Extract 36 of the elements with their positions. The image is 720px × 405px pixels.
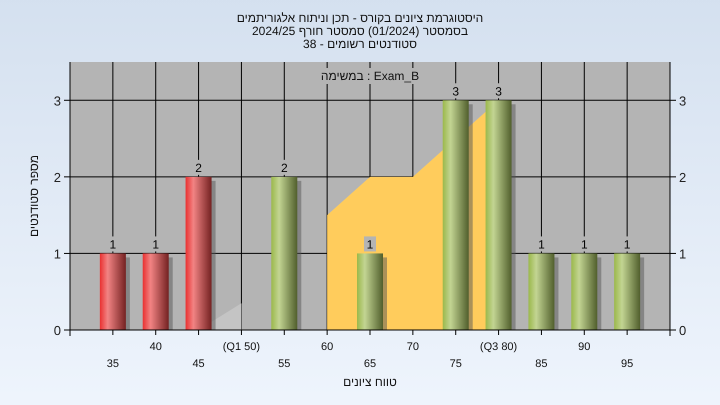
data-label: 3 <box>495 84 502 98</box>
data-label: 2 <box>280 160 288 175</box>
data-label: 1 <box>152 237 160 252</box>
y-tick-label: 3 <box>54 93 61 108</box>
x-tick-label: 70 <box>406 341 419 353</box>
data-label: 1 <box>366 237 374 252</box>
annotation: במשימה : Exam_B <box>320 69 420 83</box>
x-tick-label: 65 <box>364 358 376 370</box>
y-tick-label: 0 <box>54 323 61 338</box>
x-tick-label: 85 <box>535 358 548 370</box>
data-label: 1 <box>580 237 588 252</box>
x-axis-title: טווח ציונים <box>343 375 398 389</box>
x-tick-label: 40 <box>150 341 162 353</box>
chart-title: היסטוגרמת ציונים בקורס - תכן וניתוח אלגוריתמים <box>236 11 484 25</box>
x-tick-label: 95 <box>621 358 634 370</box>
x-tick-label: 75 <box>450 358 462 370</box>
x-tick-label: (Q1 50) <box>222 341 260 353</box>
y2-tick-label: 0 <box>679 323 686 338</box>
x-tick-label: 35 <box>106 358 119 370</box>
y-axis-title: מספר סטודנטים <box>27 154 41 238</box>
y-tick-label: 1 <box>54 246 61 262</box>
data-label: 3 <box>452 84 460 98</box>
chart-subtitle: בסמסטר (01/2024) סמסטר חורף 2024/25 סטודנטים רשומים - 38 <box>252 24 468 51</box>
data-label: 2 <box>195 160 202 175</box>
data-label: 1 <box>624 237 631 252</box>
y2-tick-label: 2 <box>679 170 686 185</box>
y2-tick-label: 1 <box>679 246 686 262</box>
data-label: 1 <box>538 237 546 252</box>
x-tick-label: 90 <box>578 341 590 353</box>
y2-tick-label: 3 <box>679 93 686 108</box>
x-tick-label: 55 <box>278 358 290 370</box>
x-tick-label: (Q3 80) <box>480 341 518 353</box>
x-tick-label: 45 <box>192 358 205 370</box>
x-tick-label: 60 <box>321 341 334 353</box>
y-tick-label: 2 <box>54 170 61 185</box>
data-label: 1 <box>110 237 117 252</box>
